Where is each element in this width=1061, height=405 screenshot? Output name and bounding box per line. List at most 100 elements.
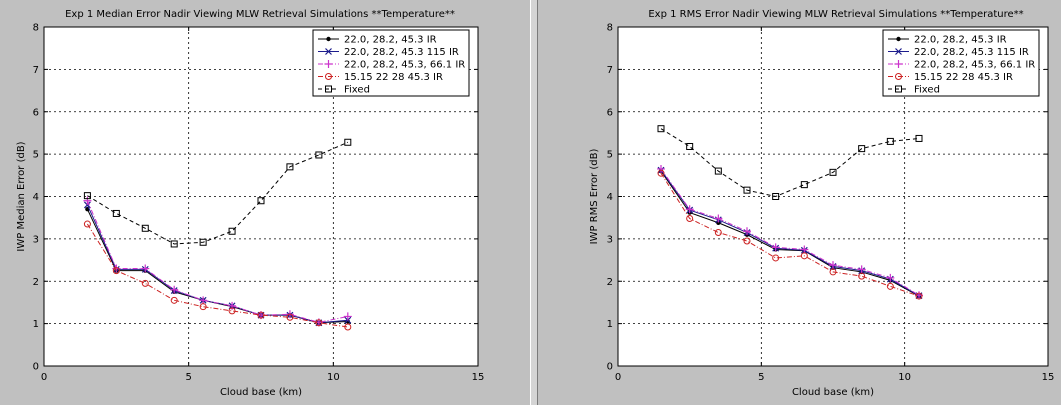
data-point: [315, 319, 323, 327]
data-point: [915, 292, 923, 300]
data-point: [714, 229, 722, 237]
y-tick-label: 5: [33, 150, 39, 161]
legend-label: 22.0, 28.2, 45.3 115 IR: [914, 47, 1029, 58]
data-point: [800, 245, 809, 254]
data-point: [714, 214, 723, 223]
x-tick-label: 10: [327, 372, 340, 383]
legend-label: 22.0, 28.2, 45.3, 66.1 IR: [914, 60, 1035, 71]
x-tick-label: 15: [1042, 372, 1055, 383]
data-point: [141, 224, 149, 232]
y-tick-label: 5: [607, 150, 613, 161]
x-tick-label: 10: [898, 372, 911, 383]
y-tick-label: 7: [33, 65, 39, 76]
y-tick-label: 4: [33, 192, 39, 203]
y-axis-label: IWP RMS Error (dB): [589, 149, 600, 245]
legend-label: 15.15 22 28 45.3 IR: [344, 72, 443, 83]
legend-label: Fixed: [914, 85, 940, 96]
rms-error-chart: Exp 1 RMS Error Nadir Viewing MLW Retrie…: [589, 9, 1055, 398]
data-point: [199, 296, 208, 305]
legend-label: 22.0, 28.2, 45.3, 66.1 IR: [344, 60, 465, 71]
data-point: [112, 267, 120, 275]
y-axis-label: IWP Median Error (dB): [16, 141, 27, 251]
legend-marker: [896, 36, 901, 42]
x-tick-label: 0: [615, 372, 621, 383]
legend-box: [882, 29, 1040, 97]
legend-label: 22.0, 28.2, 45.3 IR: [914, 35, 1007, 46]
data-point: [743, 237, 751, 245]
data-point: [141, 264, 150, 273]
legend-marker: [325, 48, 332, 55]
legend-label: Fixed: [344, 85, 370, 96]
data-point: [800, 252, 808, 260]
data-point: [286, 313, 294, 321]
data-point: [343, 312, 352, 321]
data-point: [83, 196, 92, 205]
data-point: [257, 311, 265, 319]
rms-error-figure: Exp 1 RMS Error Nadir Viewing MLW Retrie…: [538, 0, 1061, 405]
data-point: [170, 296, 178, 304]
chart-title: Exp 1 RMS Error Nadir Viewing MLW Retrie…: [648, 9, 1023, 20]
series-line: [660, 170, 920, 297]
data-point: [771, 243, 780, 252]
legend-label: 15.15 22 28 45.3 IR: [914, 72, 1013, 83]
series-3: [83, 220, 352, 331]
median-error-figure: Exp 1 Median Error Nadir Viewing MLW Ret…: [0, 0, 530, 405]
data-point: [686, 142, 694, 150]
x-tick-label: 5: [185, 372, 191, 383]
data-point: [170, 240, 178, 248]
data-point: [83, 192, 91, 200]
data-point: [685, 205, 694, 214]
y-tick-label: 4: [607, 192, 613, 203]
series-line: [87, 141, 349, 245]
data-point: [686, 215, 694, 223]
data-point: [858, 145, 866, 153]
data-point: [858, 272, 866, 280]
legend-marker: [895, 73, 902, 80]
data-point: [657, 169, 665, 177]
y-tick-label: 8: [607, 23, 613, 34]
figure-divider: [530, 0, 538, 405]
series-4: [657, 125, 923, 200]
x-axis-label: Cloud base (km): [220, 387, 302, 398]
series-line: [660, 168, 920, 296]
legend-label: 22.0, 28.2, 45.3 115 IR: [344, 47, 459, 58]
data-point: [915, 134, 923, 142]
data-point: [344, 138, 352, 146]
series-line: [660, 169, 920, 297]
median-error-chart: Exp 1 Median Error Nadir Viewing MLW Ret…: [16, 9, 484, 398]
data-point: [344, 323, 352, 331]
data-point: [83, 201, 91, 209]
legend-label: 22.0, 28.2, 45.3 IR: [344, 35, 437, 46]
data-point: [886, 282, 894, 290]
data-point: [772, 254, 780, 262]
data-point: [141, 279, 149, 287]
x-tick-label: 0: [41, 372, 47, 383]
legend-marker: [895, 85, 902, 93]
data-point: [743, 186, 751, 194]
x-axis-label: Cloud base (km): [792, 387, 874, 398]
legend-marker: [325, 85, 332, 93]
data-point: [857, 265, 866, 274]
y-tick-label: 2: [607, 277, 613, 288]
y-tick-label: 3: [607, 234, 613, 245]
data-point: [772, 193, 780, 200]
y-tick-label: 6: [607, 107, 613, 118]
data-point: [743, 227, 751, 236]
y-tick-label: 0: [607, 362, 613, 373]
series-3: [657, 169, 923, 300]
legend-marker: [894, 60, 903, 68]
y-tick-label: 1: [33, 319, 39, 330]
chart-title: Exp 1 Median Error Nadir Viewing MLW Ret…: [65, 9, 455, 20]
y-tick-label: 0: [33, 362, 39, 373]
series-line: [86, 200, 348, 323]
series-line: [660, 128, 920, 198]
data-point: [657, 164, 665, 173]
data-point: [199, 303, 207, 311]
y-tick-label: 7: [607, 65, 613, 76]
data-point: [657, 125, 665, 133]
y-tick-label: 3: [33, 234, 39, 245]
data-point: [829, 261, 837, 270]
legend-marker: [326, 36, 331, 42]
legend-marker: [895, 48, 902, 55]
